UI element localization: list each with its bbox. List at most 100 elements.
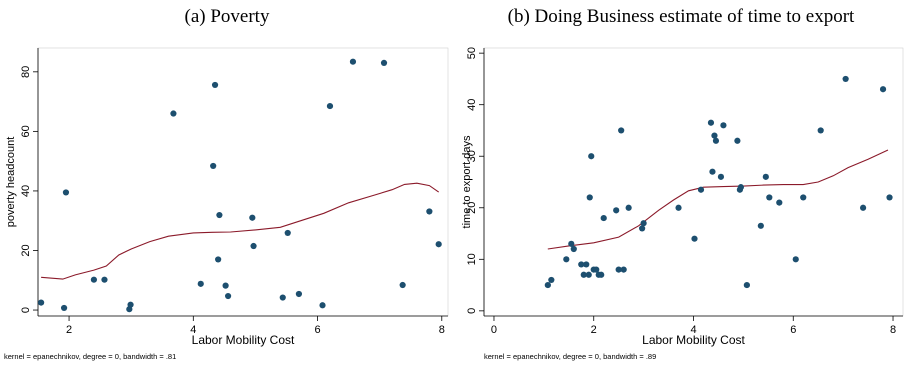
panel-b-title: (b) Doing Business estimate of time to e… (507, 6, 855, 27)
panel-b-data-point (691, 235, 698, 242)
panel-b-data-point (580, 271, 587, 278)
panel-b-data-point (734, 137, 741, 144)
panel-a-y-tick-label: 40 (20, 185, 32, 197)
panel-b-data-point (640, 220, 647, 227)
panel-b-data-point (675, 204, 682, 211)
panel-b-y-tick-label: 20 (466, 202, 478, 214)
panel-b-data-point (879, 86, 887, 93)
panel-a-data-point (222, 282, 229, 289)
panel-a-data-point (210, 162, 217, 170)
panel-b-plot-frame (483, 47, 904, 317)
panel-b-y-tick-label: 0 (466, 308, 478, 314)
panel-b-data-point (743, 281, 750, 289)
panel-b-data-point (697, 186, 705, 193)
panel-b-data-point (598, 271, 605, 278)
panel-b-data-point (639, 225, 646, 232)
panel-b-smoother-note: kernel = epanechnikov, degree = 0, bandw… (484, 352, 656, 361)
panel-a-x-tick-label: 6 (314, 324, 320, 336)
panel-b-data-point (615, 266, 622, 273)
panel-b-data-point (792, 256, 799, 263)
panel-a-x-tick-label: 8 (439, 324, 445, 336)
panel-b-x-tick-label: 4 (690, 324, 696, 336)
panel-a-data-point (101, 276, 108, 283)
panel-a-data-point (295, 290, 303, 298)
panel-a-data-point (62, 189, 70, 196)
panel-a-y-axis-label: poverty headcount (5, 137, 17, 228)
panel-b-data-point (570, 245, 577, 253)
panel-b-data-point (800, 194, 807, 201)
panel-a-x-tick-label: 4 (190, 324, 196, 336)
panel-b-data-point (563, 256, 570, 263)
panel-b-data-point (618, 127, 625, 134)
panel-b-x-axis-label: Labor Mobility Cost (642, 333, 745, 347)
panel-a-x-tick-label: 2 (66, 324, 72, 336)
panel-b-data-point (817, 127, 824, 134)
panel-b-y-axis-label: time to export days (461, 135, 473, 228)
panel-a-data-point (215, 256, 222, 263)
panel-b-data-point (583, 261, 590, 268)
panel-b-y-tick-label: 40 (466, 99, 478, 111)
panel-a-data-point (127, 301, 134, 308)
panel-b-x-tick-label: 8 (890, 324, 896, 336)
panel-b-x-tick-label: 2 (591, 324, 597, 336)
panel-a-data-point (211, 81, 219, 89)
panel-b-x-tick-label: 6 (790, 324, 796, 336)
panel-b-plot: 0 2 4 6 8 0 10 20 30 40 50 Labor Mobility Cost time … (461, 47, 904, 361)
panel-b-data-point (568, 240, 575, 247)
panel-b-y-tick-label: 30 (466, 150, 478, 162)
panel-b-data-point (593, 266, 600, 273)
panel-a-data-point (326, 102, 334, 110)
panel-b-x-tick-label: 0 (491, 324, 497, 336)
panel-a-y-tick-label: 20 (20, 244, 32, 256)
panel-a-smoother-note: kernel = epanechnikov, degree = 0, bandw… (4, 352, 176, 361)
panel-a-y-tick-label: 0 (20, 307, 32, 313)
panel-a-data-point (249, 214, 256, 221)
panel-b-data-point (613, 207, 620, 214)
panel-b-data-point (712, 137, 720, 144)
panel-b-data-point (585, 271, 592, 278)
panel-a-data-point (284, 229, 291, 237)
panel-a-data-point (435, 241, 442, 248)
panel-a-data-point (170, 110, 177, 117)
panel-a-data-point (319, 302, 326, 309)
panel-a-smooth-line (41, 182, 440, 280)
panel-a-data-point (426, 208, 433, 215)
panel-a-data-point (380, 59, 388, 66)
panel-a-data-point (60, 304, 68, 312)
panel-b-data-point (578, 261, 585, 268)
panel-b-data-point (886, 194, 893, 201)
panel-b-data-point (548, 276, 555, 284)
panel-b-data-point (625, 204, 632, 211)
panel-b-data-point (620, 266, 627, 273)
panel-a-data-point (279, 294, 286, 301)
panel-b-y-tick-label: 10 (466, 253, 478, 265)
panel-a-y-tick-label: 60 (20, 125, 32, 137)
panel-b-data-point (711, 132, 718, 139)
panel-b-data-point (586, 194, 593, 201)
panel-b-data-point (707, 119, 715, 126)
panel-a-data-point (197, 280, 204, 287)
panel-a-y-tick-label: 80 (20, 66, 32, 78)
panel-b-data-point (544, 281, 551, 289)
panel-a-data-point (90, 276, 98, 283)
panel-b-y-tick-label: 50 (466, 47, 478, 59)
panel-b-data-point (720, 122, 727, 129)
panel-a-x-axis-label: Labor Mobility Cost (192, 333, 295, 347)
panel-b-data-point (588, 153, 595, 160)
panel-b-data-point (600, 214, 607, 222)
panel-b-data-point (859, 204, 867, 211)
panel-b-data-point (737, 184, 744, 191)
panel-a-data-point (224, 292, 232, 300)
panel-a-plot-frame (37, 47, 449, 317)
panel-a-data-point (38, 299, 45, 306)
panel-a-data-point (216, 211, 223, 219)
panel-b-data-point (842, 75, 849, 83)
panel-b-smooth-line (547, 149, 889, 250)
panel-b-data-point (766, 194, 773, 201)
panel-a-title: (a) Poverty (184, 6, 270, 27)
panel-a-data-point (399, 281, 406, 289)
panel-a-data-point (349, 58, 357, 65)
panel-b-data-point (757, 222, 764, 229)
